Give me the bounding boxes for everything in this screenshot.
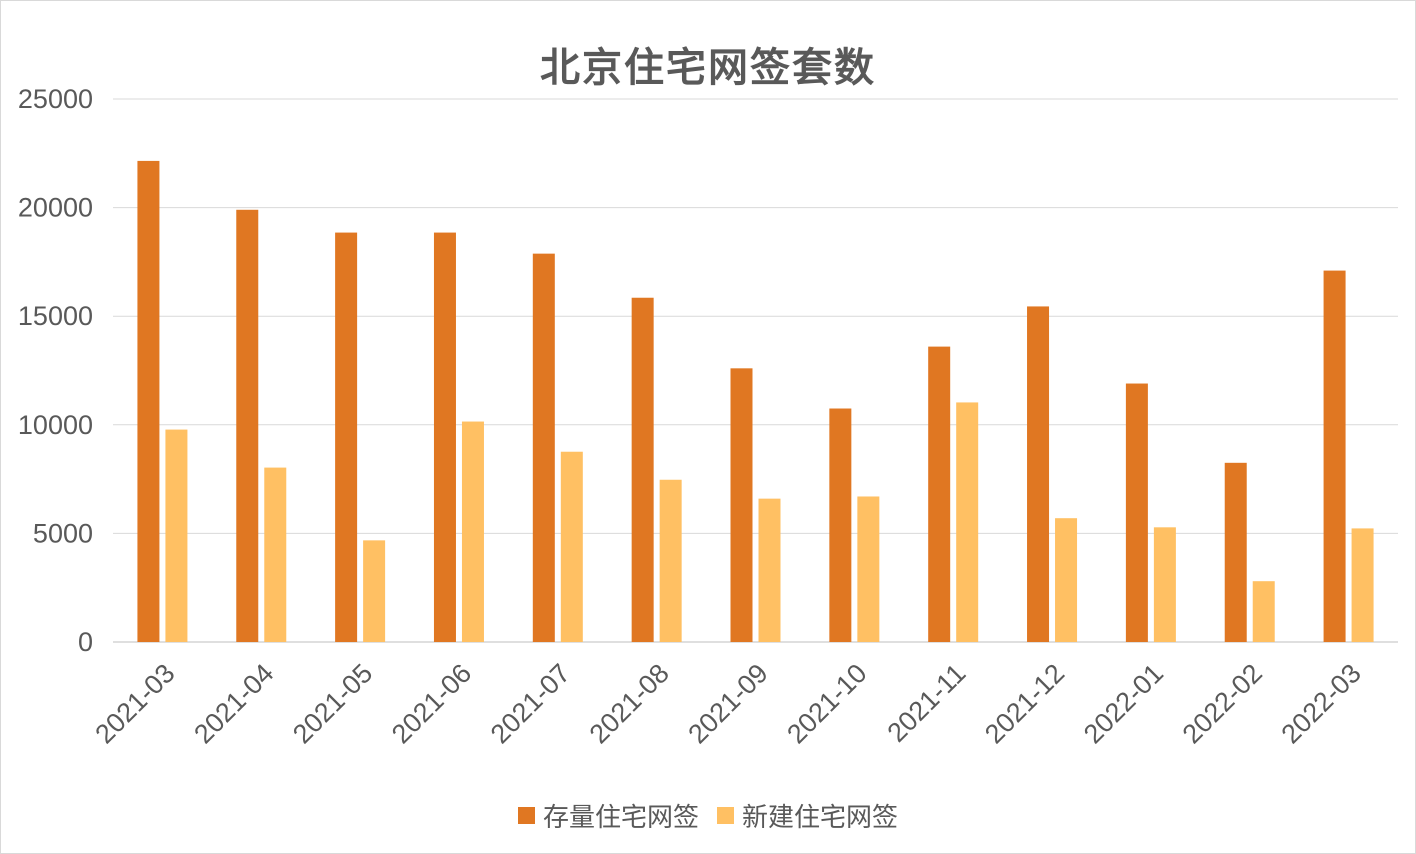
legend-swatch-stock xyxy=(517,807,535,824)
legend-swatch-new xyxy=(717,807,734,824)
bar-new xyxy=(659,479,682,642)
bar-new xyxy=(363,540,386,642)
legend-item-stock: 存量住宅网签 xyxy=(517,797,699,834)
bar-stock xyxy=(829,408,852,642)
legend-label-new: 新建住宅网签 xyxy=(742,803,899,833)
y-tick-label: 0 xyxy=(78,627,93,657)
x-tick-label: 2021-09 xyxy=(682,658,773,749)
y-tick-label: 20000 xyxy=(18,193,93,223)
bar-new xyxy=(461,421,484,642)
x-tick-label: 2021-11 xyxy=(882,658,972,748)
bar-stock xyxy=(532,253,555,642)
x-tick-label: 2022-03 xyxy=(1276,658,1367,749)
x-tick-label: 2021-04 xyxy=(188,658,279,749)
bars xyxy=(137,160,1374,643)
x-tick-label: 2021-08 xyxy=(584,658,675,749)
x-tick-label: 2021-05 xyxy=(287,658,378,749)
bar-new xyxy=(1351,528,1374,642)
y-axis: 0 5000 10000 15000 20000 25000 xyxy=(18,84,93,657)
legend-item-new: 新建住宅网签 xyxy=(717,797,898,834)
bar-new xyxy=(560,451,583,642)
bar-new xyxy=(1153,527,1176,642)
bar-stock xyxy=(335,232,358,642)
bar-stock xyxy=(433,232,456,642)
bar-stock xyxy=(1224,462,1247,642)
bar-new xyxy=(956,402,979,642)
bar-stock xyxy=(236,209,259,642)
bar-stock xyxy=(1125,383,1148,642)
y-tick-label: 10000 xyxy=(18,410,93,440)
x-tick-label: 2021-10 xyxy=(781,658,872,749)
bar-stock xyxy=(1027,306,1050,642)
legend: 存量住宅网签 新建住宅网签 xyxy=(1,797,1415,834)
bar-stock xyxy=(730,368,753,642)
bar-new xyxy=(857,496,880,642)
y-tick-label: 5000 xyxy=(33,518,93,548)
y-tick-label: 15000 xyxy=(18,301,93,331)
grid-lines xyxy=(113,98,1398,643)
bar-stock xyxy=(631,297,654,642)
y-tick-label: 25000 xyxy=(18,84,93,114)
chart-title: 北京住宅网签套数 xyxy=(540,45,876,91)
x-tick-label: 2021-07 xyxy=(485,658,576,749)
bar-stock xyxy=(1323,270,1346,642)
bar-new xyxy=(1252,581,1275,642)
x-tick-label: 2022-01 xyxy=(1078,658,1169,749)
x-tick-label: 2021-06 xyxy=(386,658,477,749)
bar-new xyxy=(758,498,781,642)
bar-new xyxy=(165,429,188,642)
x-tick-label: 2022-02 xyxy=(1177,658,1268,749)
x-tick-label: 2021-03 xyxy=(89,658,180,749)
bar-new xyxy=(1055,518,1078,642)
bar-stock xyxy=(928,346,951,642)
x-tick-label: 2021-12 xyxy=(979,658,1070,749)
legend-label-stock: 存量住宅网签 xyxy=(542,803,699,833)
bar-new xyxy=(264,467,287,642)
bar-stock xyxy=(137,160,160,643)
x-axis: 2021-03 2021-04 2021-05 2021-06 2021-07 2021-… xyxy=(89,658,1366,749)
